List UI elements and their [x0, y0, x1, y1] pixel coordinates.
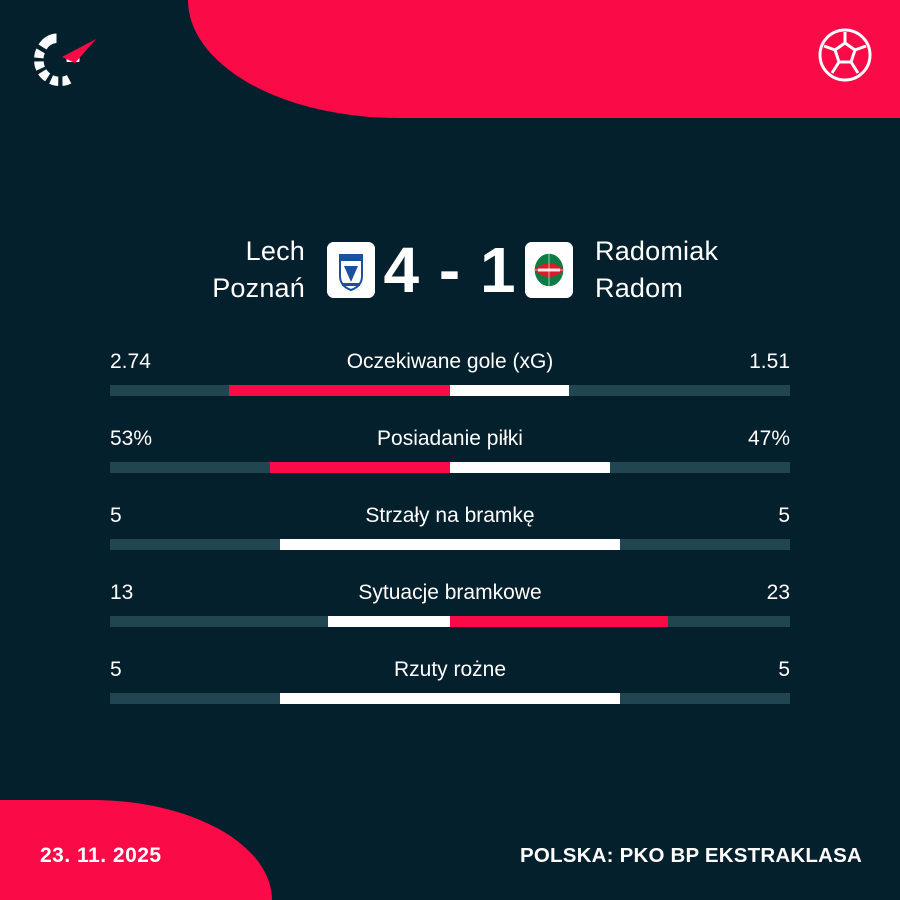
stat-bar-away: [450, 693, 790, 704]
scoreline: Lech Poznań 4 - 1: [60, 222, 840, 318]
lech-poznan-crest-icon: [327, 242, 375, 298]
stat-row: 5 Strzały na bramkę 5: [110, 502, 790, 550]
league-name: POLSKA: PKO BP EKSTRAKLASA: [520, 844, 862, 867]
stat-bar-home: [110, 693, 450, 704]
stat-header: 13 Sytuacje bramkowe 23: [110, 579, 790, 607]
match-date: 23. 11. 2025: [40, 844, 162, 867]
away-team-name-line2: Radom: [595, 273, 684, 303]
score-separator: -: [438, 234, 462, 306]
stat-home-value: 5: [110, 658, 122, 681]
stat-row: 2.74 Oczekiwane gole (xG) 1.51: [110, 348, 790, 396]
stat-header: 53% Posiadanie piłki 47%: [110, 425, 790, 453]
stat-label: Sytuacje bramkowe: [358, 581, 542, 604]
stat-row: 53% Posiadanie piłki 47%: [110, 425, 790, 473]
home-score: 4: [383, 234, 421, 306]
away-team-name-line1: Radomiak: [595, 236, 719, 266]
stat-bar-home-fill: [280, 693, 450, 704]
stat-bar: [110, 616, 790, 627]
stat-bar-home-fill: [327, 616, 450, 627]
stat-row: 13 Sytuacje bramkowe 23: [110, 579, 790, 627]
football-ball-icon: [816, 26, 874, 84]
stat-away-value: 1.51: [749, 350, 790, 373]
stat-bar-home-fill: [280, 539, 450, 550]
stat-bar: [110, 385, 790, 396]
header-bar: [0, 0, 900, 118]
stat-away-value: 23: [766, 581, 790, 604]
stat-away-value: 5: [778, 658, 790, 681]
away-team-name: Radomiak Radom: [573, 233, 775, 307]
stat-bar-away: [450, 616, 790, 627]
stat-header: 2.74 Oczekiwane gole (xG) 1.51: [110, 348, 790, 376]
stat-bar: [110, 693, 790, 704]
stat-bar-away-fill: [450, 539, 620, 550]
header-red-banner: [188, 0, 900, 118]
home-team-name-line1: Lech: [245, 236, 305, 266]
stat-home-value: 5: [110, 504, 122, 527]
stat-label: Strzały na bramkę: [365, 504, 535, 527]
flashscore-logo-icon: [26, 26, 100, 92]
stat-home-value: 13: [110, 581, 134, 604]
stat-bar-away: [450, 385, 790, 396]
stat-bar-home: [110, 539, 450, 550]
stat-bar-away: [450, 462, 790, 473]
away-score: 1: [479, 234, 517, 306]
home-team-name: Lech Poznań: [125, 233, 327, 307]
stats-list: 2.74 Oczekiwane gole (xG) 1.51 53% Posia…: [110, 348, 790, 733]
stat-row: 5 Rzuty rożne 5: [110, 656, 790, 704]
stat-bar-away-fill: [450, 462, 610, 473]
stat-label: Oczekiwane gole (xG): [346, 350, 554, 373]
stat-header: 5 Rzuty rożne 5: [110, 656, 790, 684]
stat-bar-home-fill: [229, 385, 450, 396]
home-team-name-line2: Poznań: [212, 273, 305, 303]
stat-home-value: 2.74: [110, 350, 151, 373]
stat-label: Rzuty rożne: [393, 658, 507, 681]
stat-bar-home: [110, 385, 450, 396]
stat-away-value: 47%: [747, 427, 790, 450]
stat-home-value: 53%: [110, 427, 153, 450]
score-display: 4 - 1: [375, 238, 525, 302]
stat-label: Posiadanie piłki: [377, 427, 523, 450]
radomiak-radom-crest-icon: [525, 242, 573, 298]
stat-bar-away: [450, 539, 790, 550]
stat-bar-home: [110, 616, 450, 627]
stat-away-value: 5: [778, 504, 790, 527]
stat-bar: [110, 539, 790, 550]
stat-header: 5 Strzały na bramkę 5: [110, 502, 790, 530]
stat-bar: [110, 462, 790, 473]
stat-bar-home-fill: [269, 462, 450, 473]
stat-bar-home: [110, 462, 450, 473]
stat-bar-away-fill: [450, 385, 569, 396]
footer-bar: 23. 11. 2025 POLSKA: PKO BP EKSTRAKLASA: [0, 800, 900, 900]
stat-bar-away-fill: [450, 693, 620, 704]
stat-bar-away-fill: [450, 616, 668, 627]
